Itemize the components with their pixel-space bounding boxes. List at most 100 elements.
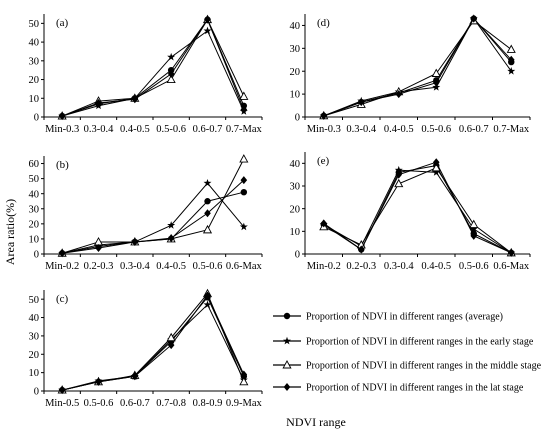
series-line-diamond	[62, 18, 245, 117]
y-axis-title: Area ratio(%)	[3, 199, 17, 265]
y-tick-label: 40	[290, 159, 301, 170]
x-tick-label: 0.5-0.6	[459, 261, 489, 272]
series-line-circle	[62, 191, 244, 254]
series-line-star	[62, 30, 245, 117]
data-point-star	[469, 224, 478, 233]
data-point-diamond	[58, 386, 66, 395]
data-point-triangle-open	[202, 224, 213, 234]
data-point-diamond	[357, 98, 365, 107]
data-point-diamond	[395, 170, 403, 179]
y-tick-label: 40	[29, 38, 40, 49]
legend-label: Proportion of NDVI in different ranges i…	[306, 361, 542, 372]
x-tick-label: 0.7-0.8	[156, 398, 186, 409]
legend-label: Proportion of NDVI in different ranges (…	[306, 312, 503, 323]
data-point-diamond	[167, 69, 175, 78]
x-tick-label: Min-0.3	[45, 124, 79, 135]
data-point-diamond	[507, 248, 515, 257]
x-tick-label: Min-0.2	[307, 261, 341, 272]
x-tick-label: 0.3-0.4	[346, 124, 376, 135]
series-line-star	[62, 182, 245, 254]
y-tick-label: 10	[29, 235, 40, 246]
x-tick-label: 0.6-0.7	[193, 124, 223, 135]
data-point-diamond	[131, 95, 139, 104]
data-point-diamond	[58, 249, 66, 258]
data-point-star	[507, 67, 516, 75]
x-tick-label: Min-0.3	[307, 124, 341, 135]
data-point-diamond	[357, 245, 365, 254]
series-line-circle	[323, 17, 512, 117]
series-line-diamond	[62, 179, 245, 254]
chart-panel-4: 0 10 20 30 40 Min-0.2 0.2-0.3 0.3-0.4 0.4-0.5 0.5…	[290, 152, 531, 272]
data-point-star	[432, 83, 441, 91]
x-tick-label: 0.5-0.6	[421, 124, 451, 135]
y-tick-label: 0	[34, 250, 39, 261]
y-tick-label: 20	[29, 219, 40, 230]
x-tick-label: 0.2-0.3	[84, 261, 114, 272]
y-tick-label: 40	[29, 313, 40, 324]
data-point-diamond	[131, 237, 139, 246]
chart-panel-3: 0 10 20 30 40 50 60 Min-0.2 0.2-0.3 0.3-0.4 0.4-0.…	[29, 154, 263, 272]
x-tick-label: 0.6-Max	[226, 261, 263, 272]
y-tick-label: 30	[290, 44, 301, 55]
series-line-star	[323, 169, 512, 254]
series-line-triangle-open	[323, 20, 512, 117]
data-point-diamond	[470, 14, 478, 23]
legend-item: Proportion of NDVI in different ranges i…	[273, 383, 524, 394]
x-tick-label: 0.4-0.5	[384, 124, 414, 135]
data-point-star	[203, 300, 212, 309]
data-point-star	[167, 52, 176, 61]
x-tick-label: 0.6-0.7	[120, 398, 150, 409]
legend-label: Proportion of NDVI in different ranges i…	[306, 337, 534, 348]
data-point-triangle-open	[431, 162, 441, 172]
x-tick-label: 0.7-Max	[226, 124, 263, 135]
data-point-diamond	[204, 291, 211, 300]
y-tick-label: 30	[290, 182, 301, 193]
legend: Proportion of NDVI in different ranges (…	[273, 312, 542, 394]
series-line-triangle-open	[62, 292, 245, 391]
data-point-circle	[240, 188, 248, 196]
y-tick-label: 20	[29, 75, 40, 86]
data-point-star	[432, 168, 441, 176]
y-tick-label: 40	[290, 21, 301, 32]
x-tick-label: 0.3-0.4	[120, 261, 150, 272]
series-line-circle	[62, 18, 245, 117]
data-point-diamond	[240, 176, 248, 185]
x-tick-label: 0.5-0.6	[193, 261, 223, 272]
legend-marker-circle	[283, 312, 291, 320]
series-line-star	[323, 17, 512, 117]
x-tick-label: 0.3-0.4	[84, 124, 114, 135]
data-point-diamond	[320, 219, 328, 228]
x-tick-label: 0.4-0.5	[120, 124, 150, 135]
legend-item: Proportion of NDVI in different ranges i…	[273, 360, 542, 372]
chart-panel-2: 0 10 20 30 40 Min-0.3 0.3-0.4 0.4-0.5 0.5-0.6 0.6…	[290, 14, 531, 135]
data-point-triangle-open	[239, 376, 249, 386]
data-point-triangle-open	[166, 74, 176, 83]
data-point-diamond	[240, 370, 248, 379]
data-point-diamond	[240, 105, 248, 114]
y-tick-label: 0	[295, 250, 300, 261]
legend-marker-triangle-open	[282, 360, 292, 369]
x-tick-label: 0.4-0.5	[156, 261, 186, 272]
x-tick-label: 0.5-0.6	[84, 398, 114, 409]
panel-tag: (e)	[317, 155, 330, 167]
data-point-diamond	[95, 243, 102, 252]
data-point-diamond	[395, 90, 403, 99]
data-point-diamond	[204, 209, 211, 218]
data-point-diamond	[432, 158, 440, 167]
data-point-diamond	[95, 98, 102, 107]
data-point-triangle-open	[239, 154, 249, 163]
y-tick-label: 20	[29, 350, 40, 361]
data-point-diamond	[95, 377, 102, 386]
y-tick-label: 30	[29, 332, 40, 343]
data-point-star	[203, 178, 212, 187]
y-tick-label: 20	[290, 67, 301, 78]
chart-panel-5: 0 10 20 30 40 50 Min-0.5 0.5-0.6 0.6-0.7 0.7-0.8 0…	[29, 288, 263, 409]
y-tick-label: 50	[29, 19, 40, 30]
data-point-diamond	[507, 55, 515, 64]
x-axis-title: NDVI range	[286, 415, 346, 429]
x-tick-label: 0.3-0.4	[384, 261, 414, 272]
series-line-diamond	[323, 161, 512, 254]
y-tick-label: 30	[29, 56, 40, 67]
data-point-diamond	[167, 341, 175, 350]
